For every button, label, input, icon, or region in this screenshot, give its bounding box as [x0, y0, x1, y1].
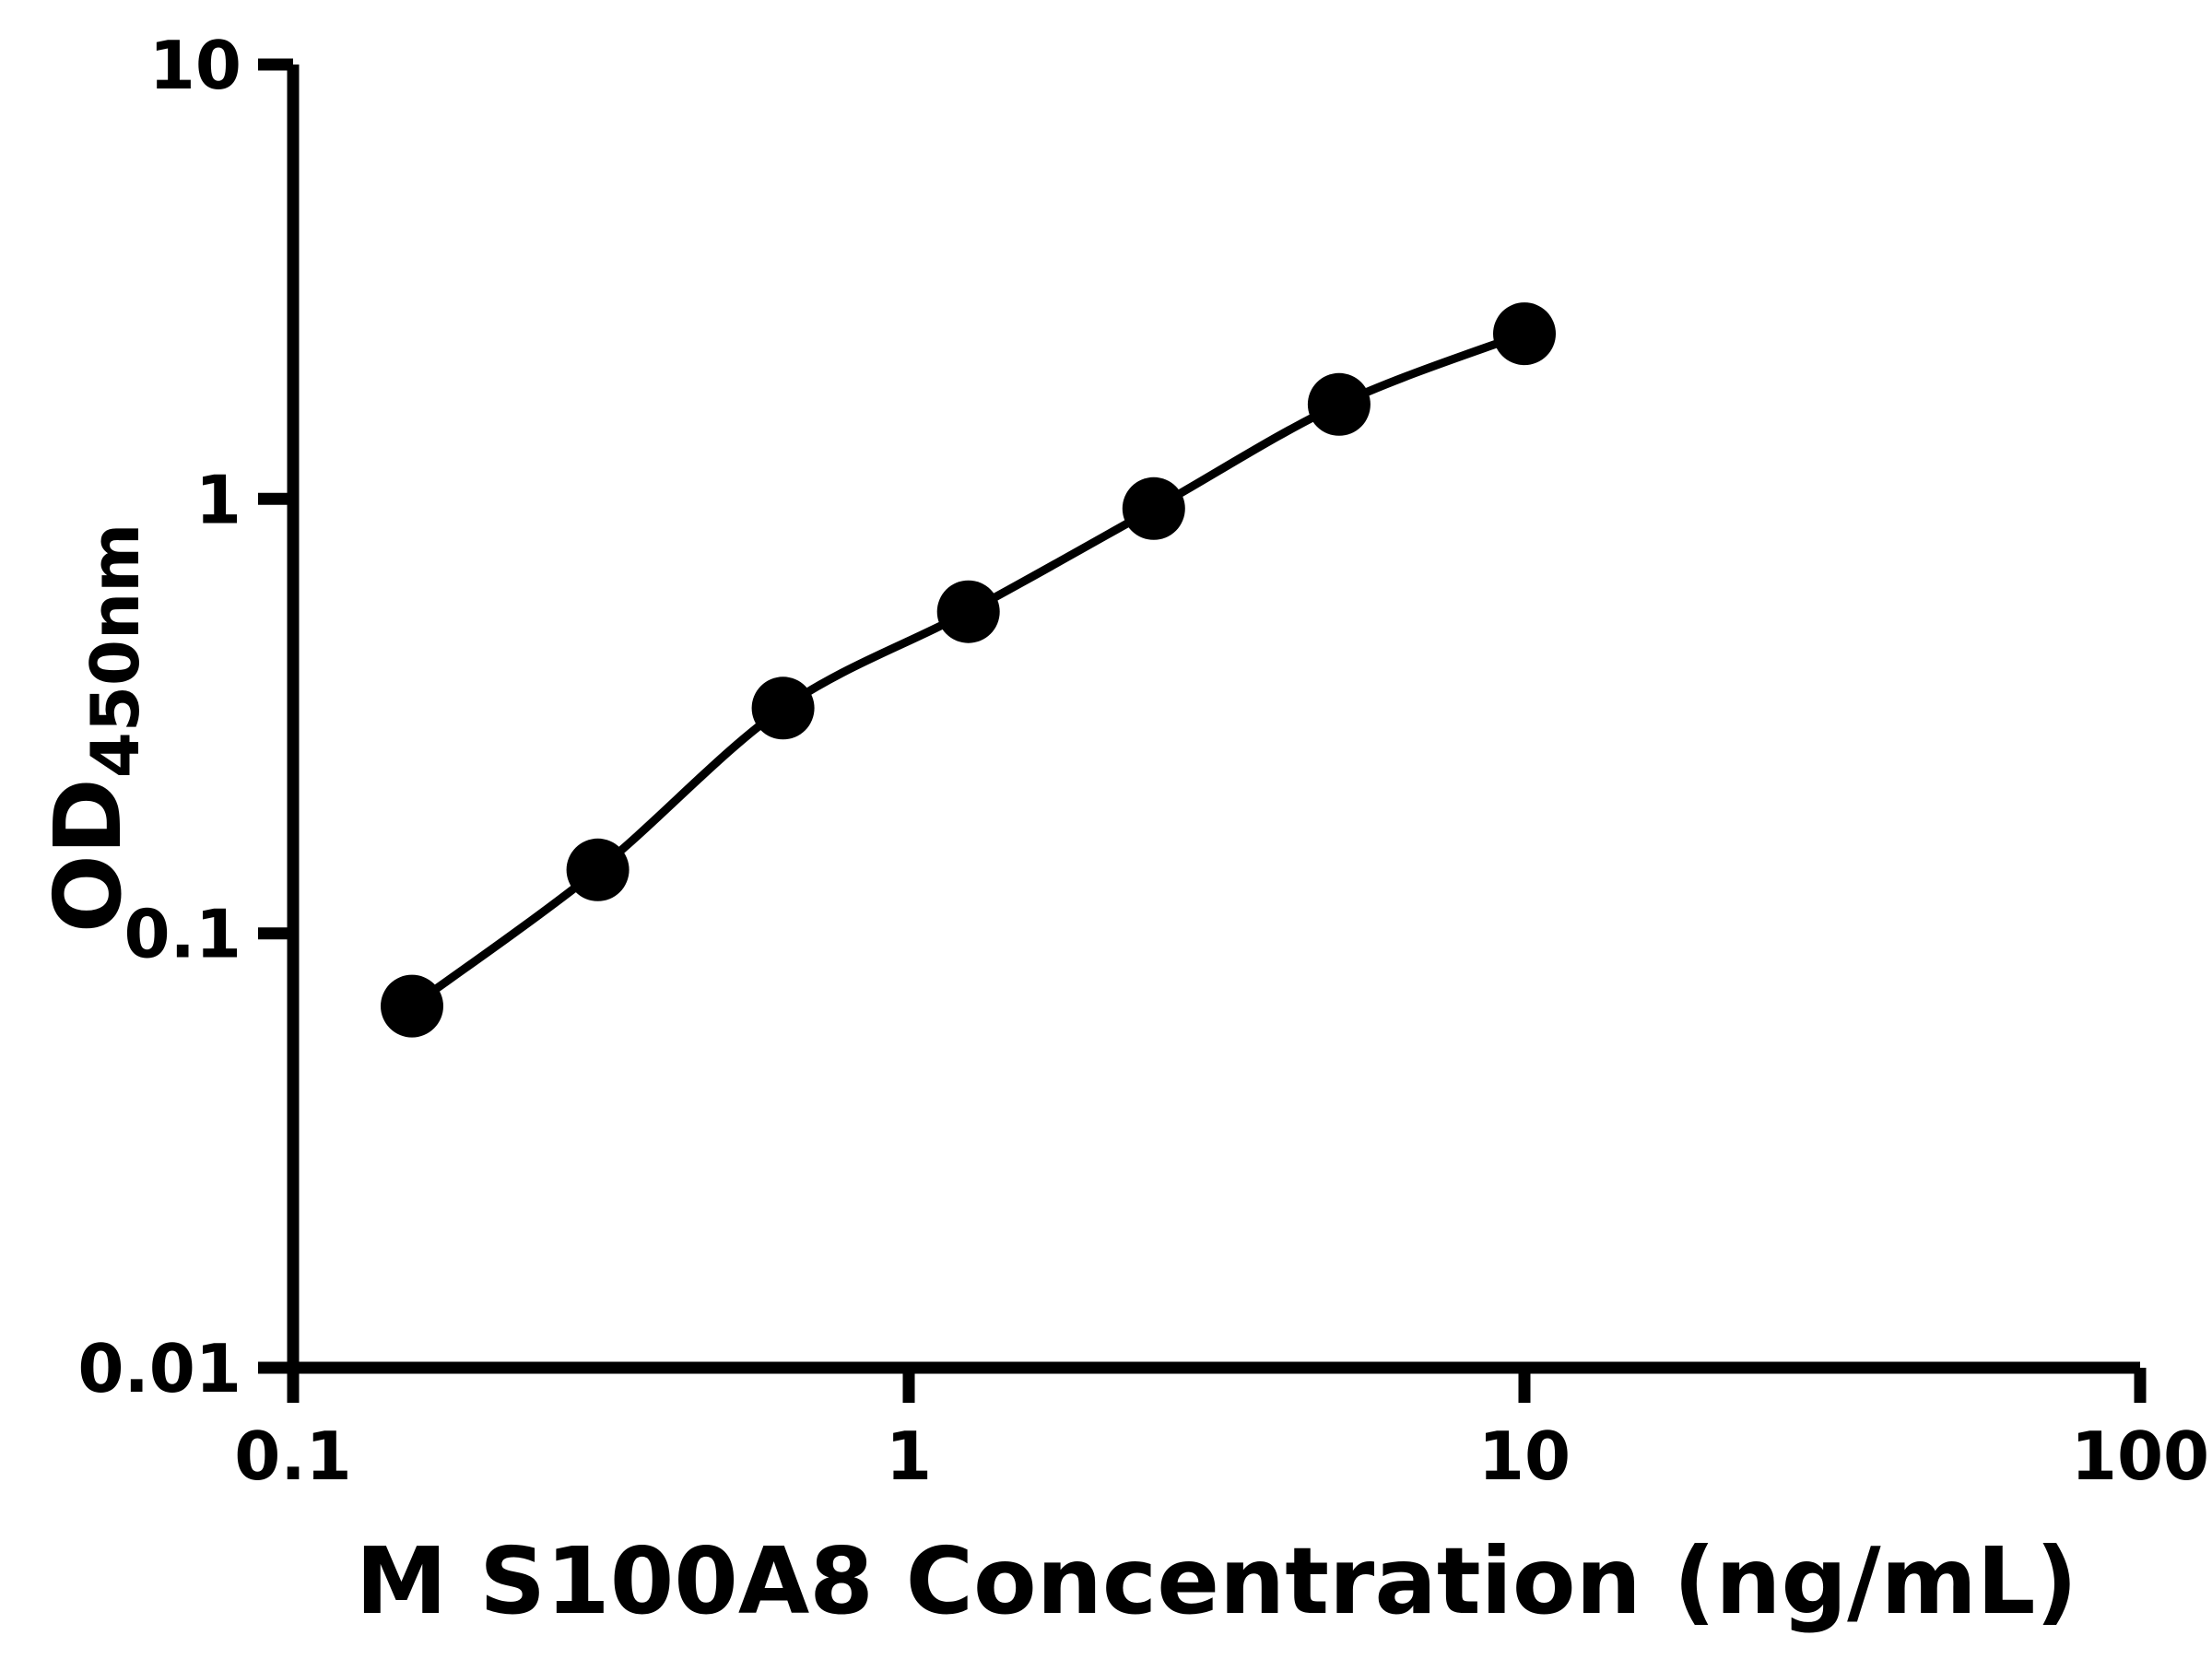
x-tick-label: 100: [2071, 1418, 2209, 1495]
x-axis-title: M S100A8 Concentration (ng/mL): [356, 1527, 2077, 1635]
data-point-marker: [1307, 372, 1371, 436]
x-tick-label: 1: [886, 1418, 932, 1495]
data-point-marker: [751, 677, 815, 740]
axis-lines: [287, 65, 2140, 1374]
y-tick-label: 1: [195, 461, 241, 538]
data-point-marker: [936, 580, 1000, 643]
y-axis-title-main: OD: [34, 778, 142, 933]
y-tick-label: 10: [149, 27, 241, 104]
y-axis-title-sub: 450nm: [76, 524, 154, 779]
plot-area: 0.1 1 10 100 0.01 0.1 1 10: [77, 27, 2209, 1495]
y-axis-title: OD450nm: [34, 524, 154, 934]
y-tick-label: 0.1: [124, 896, 241, 973]
data-point-marker: [566, 838, 629, 901]
x-tick-label: 10: [1478, 1418, 1571, 1495]
y-tick-label: 0.01: [77, 1330, 241, 1407]
x-tick-label: 0.1: [234, 1418, 352, 1495]
standard-curve-line: [407, 329, 1529, 1011]
data-point-marker: [1122, 477, 1185, 540]
data-point-marker: [381, 974, 443, 1038]
data-point-marker: [1493, 302, 1556, 366]
